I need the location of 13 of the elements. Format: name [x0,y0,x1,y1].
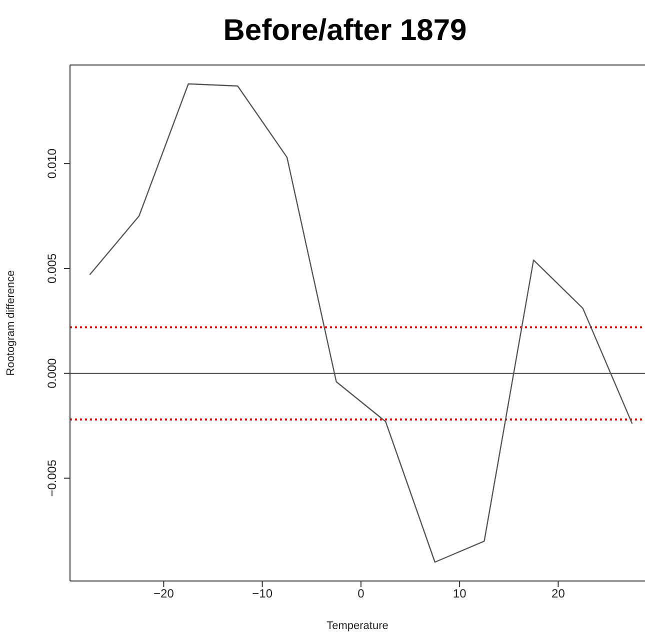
chart-title: Before/after 1879 [222,14,468,48]
x-tick-label: 0 [358,586,365,601]
x-tick-label: −20 [154,586,174,601]
y-axis-title: Rootogram difference [4,270,17,376]
x-axis-title: Temperature [326,620,388,632]
x-tick-label: 20 [552,586,566,601]
y-tick-label: 0.000 [45,358,59,388]
x-tick-label: 10 [452,586,467,601]
y-tick-label: 0.010 [45,148,59,179]
line-series [89,83,633,563]
y-tick-label: 0.005 [45,253,59,284]
x-tick-label: −10 [252,586,273,601]
y-tick-label: −0.005 [45,459,59,497]
